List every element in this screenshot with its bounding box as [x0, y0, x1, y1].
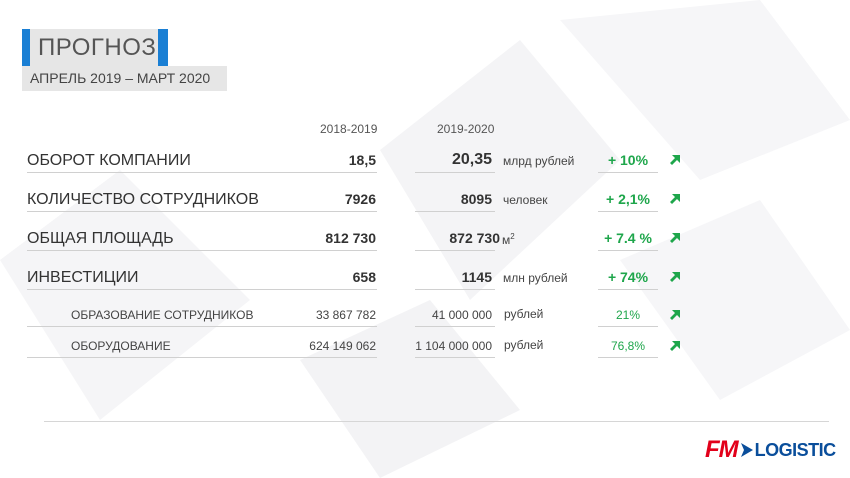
row-divider: [27, 289, 377, 290]
logo-text: LOGISTIC: [754, 439, 837, 460]
row-divider: [598, 326, 658, 327]
row-percent: + 10%: [607, 152, 649, 168]
row-label: ОБОРОТ КОМПАНИИ: [27, 152, 191, 169]
row-divider: [598, 357, 658, 358]
row-label: ИНВЕСТИЦИИ: [27, 269, 139, 286]
row-percent: + 74%: [607, 269, 649, 285]
title-accent-left: [22, 29, 30, 66]
row-label: КОЛИЧЕСТВО СОТРУДНИКОВ: [27, 191, 259, 208]
subrow-label: ОБОРУДОВАНИЕ: [71, 339, 171, 353]
page-title: ПРОГНОЗ: [30, 29, 158, 66]
logo-brand: FM: [705, 436, 739, 463]
page-subtitle: АПРЕЛЬ 2019 – МАРТ 2020: [22, 66, 227, 91]
subrow-value-curr: 1 104 000 000: [415, 339, 492, 353]
subrow-unit: рублей: [504, 338, 544, 352]
row-divider: [415, 357, 495, 358]
row-divider: [27, 250, 377, 251]
row-divider: [415, 289, 495, 290]
row-value-curr: 20,35: [451, 151, 492, 168]
row-divider: [27, 357, 377, 358]
column-header-curr: 2019-2020: [437, 122, 495, 136]
row-divider: [598, 211, 658, 212]
subrow-unit: рублей: [504, 307, 544, 321]
column-header-prev: 2018-2019: [320, 122, 378, 136]
row-divider: [415, 250, 495, 251]
row-unit: человек: [503, 193, 548, 207]
row-divider: [415, 326, 495, 327]
row-divider: [598, 289, 658, 290]
subrow-label: ОБРАЗОВАНИЕ СОТРУДНИКОВ: [71, 308, 254, 322]
title-accent-right: [158, 29, 168, 66]
arrow-up-right-icon: [670, 310, 680, 320]
subrow-value-prev: 624 149 062: [309, 339, 376, 353]
logo-arrow-icon: [740, 443, 753, 457]
arrow-up-right-icon: [670, 341, 680, 351]
row-percent: + 2,1%: [606, 191, 650, 207]
row-percent: + 7.4 %: [604, 230, 652, 246]
subrow-value-prev: 33 867 782: [315, 308, 376, 322]
row-unit: млн рублей: [503, 271, 568, 285]
title-block: ПРОГНОЗ АПРЕЛЬ 2019 – МАРТ 2020: [22, 29, 227, 91]
subrow-percent: 76,8%: [610, 339, 646, 353]
row-unit: м2: [502, 232, 515, 247]
arrow-up-right-icon: [670, 155, 680, 165]
row-value-prev: 7926: [344, 191, 376, 207]
row-unit: млрд рублей: [503, 154, 575, 168]
arrow-up-right-icon: [670, 233, 680, 243]
row-divider: [27, 211, 377, 212]
row-label: ОБЩАЯ ПЛОЩАДЬ: [27, 230, 174, 247]
row-value-curr: 872 730: [449, 230, 500, 246]
arrow-up-right-icon: [670, 194, 680, 204]
fm-logistic-logo: FM LOGISTIC: [705, 436, 836, 464]
row-divider: [415, 172, 495, 173]
row-value-prev: 658: [352, 269, 376, 285]
row-divider: [27, 326, 377, 327]
row-value-curr: 1145: [461, 269, 492, 285]
subrow-percent: 21%: [615, 308, 641, 322]
unit-superscript: 2: [510, 232, 515, 241]
arrow-up-right-icon: [670, 272, 680, 282]
unit-base: м: [502, 233, 511, 247]
row-divider: [598, 250, 658, 251]
row-divider: [27, 172, 377, 173]
row-divider: [598, 172, 658, 173]
row-divider: [415, 211, 495, 212]
row-value-prev: 18,5: [348, 152, 376, 168]
row-value-prev: 812 730: [325, 230, 376, 246]
footer-divider: [44, 421, 829, 422]
subrow-value-curr: 41 000 000: [431, 308, 492, 322]
row-value-curr: 8095: [460, 191, 492, 207]
